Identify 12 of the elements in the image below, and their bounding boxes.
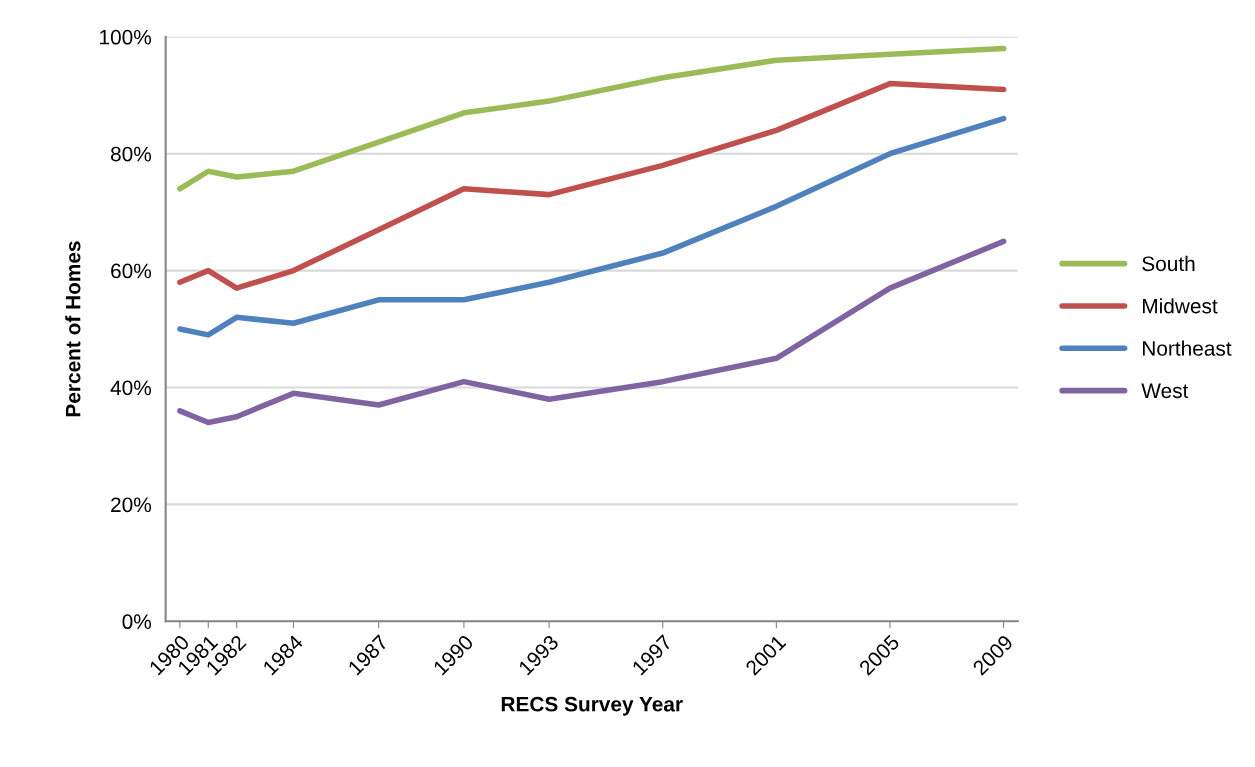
y-tick-label: 100% [100,29,152,45]
y-tick-label: 0% [122,614,152,630]
y-tick-label: 20% [111,497,152,513]
legend-label: West [1141,383,1189,399]
y-tick-label: 40% [110,380,152,396]
legend-label: Midwest [1142,298,1218,314]
legend-label: Northeast [1142,340,1232,356]
legend-label: South [1142,255,1195,272]
y-tick-label: 60% [111,263,152,279]
x-axis-title: RECS Survey Year [501,696,683,716]
y-tick-label: 80% [110,146,152,162]
y-axis-title: Percent of Homes [65,241,81,417]
